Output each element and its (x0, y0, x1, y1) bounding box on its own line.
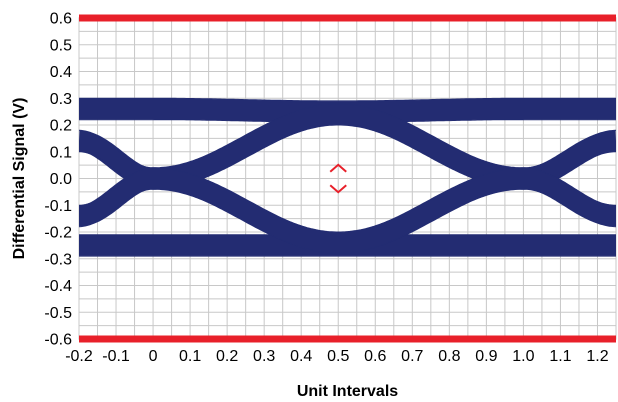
y-tick-label: 0.4 (50, 64, 72, 81)
x-tick-label: 0 (149, 348, 158, 365)
y-tick-label: 0.3 (50, 91, 72, 108)
eye-center-markers (329, 163, 347, 194)
y-tick-label: 0.5 (50, 37, 72, 54)
x-tick-label: 0.7 (401, 348, 423, 365)
x-tick-label: 1.2 (586, 348, 608, 365)
x-tick-label: 0.9 (475, 348, 497, 365)
y-tick-label: 0.6 (50, 11, 72, 28)
x-tick-label: 0.8 (438, 348, 460, 365)
y-tick-label: 0.0 (50, 171, 72, 188)
x-tick-label: 0.4 (290, 348, 312, 365)
x-tick-label: 0.3 (253, 348, 275, 365)
eye-traces (79, 97, 616, 257)
x-axis-title: Unit Intervals (297, 383, 398, 400)
x-tick-label: 0.5 (327, 348, 349, 365)
x-tick-label: 1.1 (549, 348, 571, 365)
y-tick-label: -0.2 (44, 225, 72, 242)
x-tick-label: 1.0 (512, 348, 534, 365)
mask-limits (79, 14, 616, 343)
y-tick-label: -0.1 (44, 198, 72, 215)
eye-center-lower-marker (329, 184, 347, 194)
y-axis-title: Differential Signal (V) (11, 98, 28, 260)
eye-trace-outlier-upper-3 (79, 167, 616, 233)
x-tick-label: -0.2 (65, 348, 93, 365)
y-tick-labels: 0.6 0.5 0.4 0.3 0.2 0.1 0.0 -0.1 -0.2 -0.3 -0.4 -0.… (44, 11, 72, 349)
eye-trace-band-3 (79, 168, 616, 254)
y-tick-label: -0.3 (44, 251, 72, 268)
x-tick-label: -0.1 (102, 348, 130, 365)
eye-trace-outlier-upper-0 (79, 97, 616, 102)
y-tick-label: -0.6 (44, 332, 72, 349)
x-tick-label: 0.1 (179, 348, 201, 365)
eye-trace-outlier-lower-3 (79, 188, 616, 254)
x-tick-label: 0.6 (364, 348, 386, 365)
y-tick-label: 0.1 (50, 144, 72, 161)
y-tick-label: -0.5 (44, 305, 72, 322)
eye-center-upper-marker (329, 163, 347, 173)
x-tick-labels: -0.2 -0.1 0 0.1 0.2 0.3 0.4 0.5 0.6 0.7 0.8 0.9 1.0 1… (65, 348, 608, 365)
y-tick-label: -0.4 (44, 278, 72, 295)
x-tick-label: 0.2 (216, 348, 238, 365)
y-tick-label: 0.2 (50, 118, 72, 135)
